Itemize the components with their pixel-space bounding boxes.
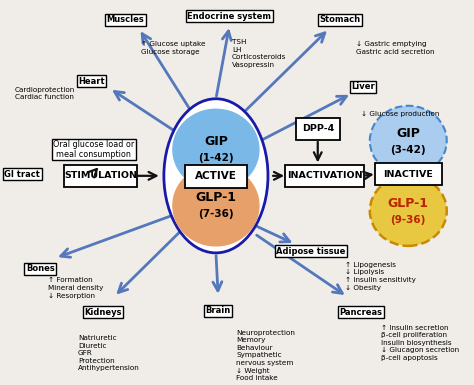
Text: Pancreas: Pancreas [339,308,382,317]
Text: GIP: GIP [396,127,420,140]
Text: ACTIVE: ACTIVE [195,171,237,181]
Text: GLP-1: GLP-1 [388,197,429,210]
Text: (9-36): (9-36) [391,214,426,224]
Text: GIP: GIP [204,136,228,148]
Text: Brain: Brain [206,306,231,315]
FancyBboxPatch shape [375,163,442,185]
Text: Liver: Liver [351,82,375,91]
Ellipse shape [370,176,447,246]
Text: GI tract: GI tract [4,169,40,179]
Text: ↑ Insulin secretion
β-cell proliferation
Insulin biosynthesis
↓ Glucagon secreti: ↑ Insulin secretion β-cell proliferation… [381,325,459,361]
Text: Muscles: Muscles [107,15,144,25]
Text: Oral glucose load or
meal consumption: Oral glucose load or meal consumption [53,140,134,159]
FancyBboxPatch shape [64,165,137,187]
Text: Kidneys: Kidneys [84,308,121,317]
Text: ↓ Glucose production: ↓ Glucose production [361,111,439,117]
Text: GLP-1: GLP-1 [195,191,237,204]
Text: INACTIVATION: INACTIVATION [287,171,362,180]
Text: (7-36): (7-36) [198,209,234,219]
FancyBboxPatch shape [285,165,364,187]
Text: Adipose tissue: Adipose tissue [276,247,346,256]
Text: Stomach: Stomach [320,15,361,25]
Text: ↑ Glucose uptake
Glucose storage: ↑ Glucose uptake Glucose storage [141,41,206,55]
Text: (1-42): (1-42) [198,153,234,163]
Text: Endocrine system: Endocrine system [188,12,272,21]
Text: INACTIVE: INACTIVE [383,169,433,179]
Text: ↑ Formation
Mineral density
↓ Resorption: ↑ Formation Mineral density ↓ Resorption [48,278,104,298]
Ellipse shape [173,165,259,246]
Text: Heart: Heart [78,77,105,86]
Text: ↓ Gastric emptying
Gastric acid secretion: ↓ Gastric emptying Gastric acid secretio… [356,41,435,55]
Text: (3-42): (3-42) [391,144,426,154]
Text: Natriuretic
Diuretic
GFR
Protection
Antihypertension: Natriuretic Diuretic GFR Protection Anti… [78,335,140,371]
Text: Neuroprotection
Memory
Behaviour
Sympathetic
nervous system
↓ Weight
Food intake: Neuroprotection Memory Behaviour Sympath… [236,330,295,381]
FancyBboxPatch shape [296,117,340,140]
FancyBboxPatch shape [185,165,247,188]
Ellipse shape [173,109,259,190]
Text: Cardioprotection
Cardiac function: Cardioprotection Cardiac function [15,87,75,100]
Ellipse shape [370,106,447,176]
Text: TSH
LH
Corticosteroids
Vasopressin: TSH LH Corticosteroids Vasopressin [232,39,286,68]
Text: DPP-4: DPP-4 [301,124,334,133]
Text: Bones: Bones [26,264,55,273]
Text: STIMULATION: STIMULATION [64,171,137,180]
Ellipse shape [164,99,268,253]
Text: ↑ Lipogenesis
↓ Lipolysis
↑ Insulin sensitivity
↓ Obesity: ↑ Lipogenesis ↓ Lipolysis ↑ Insulin sens… [345,262,416,291]
